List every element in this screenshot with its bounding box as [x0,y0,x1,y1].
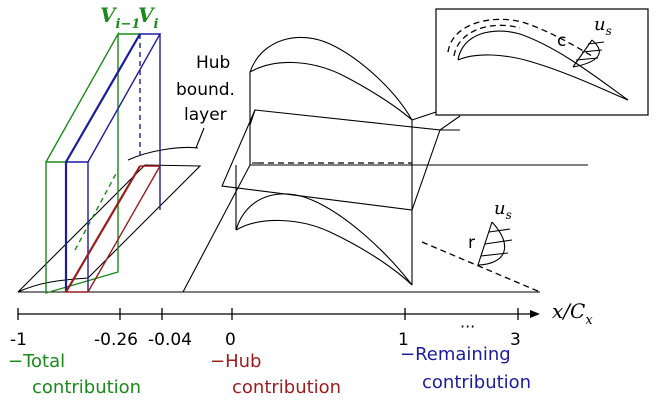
inset-us-label: us [594,14,612,38]
inset-panel [435,8,649,116]
x-axis [18,310,540,318]
blade-lower [235,165,413,286]
legend-total-line2: contribution [32,377,141,398]
hub-label-line2: bound. [176,80,235,100]
axis-ellipsis: ··· [460,317,475,336]
axis-tick-label-neg004: -0.04 [148,330,192,350]
inset-leader-2 [411,111,437,121]
mid-span-plane [221,109,588,211]
blade-upper [249,36,413,285]
legend-remaining-line2: contribution [422,372,531,393]
v-prev-label: Vi−1 [100,3,140,32]
inset-c-label: c [557,31,566,51]
hub-label-line1: Hub [196,53,230,73]
legend-hub-line2: contribution [232,377,341,398]
inset-leader-1 [439,115,461,131]
legend-total-line1: −Total [8,351,65,372]
volume-remaining [64,33,162,292]
hub-label-line3: layer [184,105,227,125]
lower-velocity-profile [421,221,541,293]
axis-tick-label-3: 3 [510,330,521,350]
hub-floor-left [17,164,202,293]
axis-label: x/Cx [552,299,593,328]
axis-tick-label-0: 0 [225,330,236,350]
lower-r-label: r [468,233,475,253]
lower-us-label: us [494,198,512,222]
axis-ticks [17,308,519,320]
axis-tick-label-neg026: -0.26 [94,330,138,350]
legend-remaining-line1: −Remaining [400,344,511,365]
axis-tick-label-1: 1 [398,330,409,350]
blade-floor [182,129,540,293]
axis-tick-label-neg1: -1 [10,330,27,350]
hub-label-leader [195,127,205,149]
volume-total [45,31,140,294]
volume-hub [65,165,161,293]
hub-boundary-layer [127,147,199,161]
v-curr-label: Vi [138,3,159,32]
legend-hub-line1: −Hub [210,351,261,372]
